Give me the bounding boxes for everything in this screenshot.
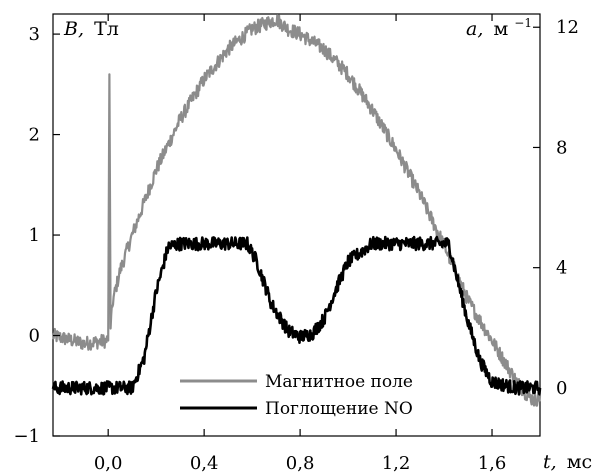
legend: Магнитное поле Поглощение NO (180, 372, 413, 419)
x-tick-label: 0,8 (286, 453, 315, 474)
x-tick-label: 1,6 (478, 453, 507, 474)
legend-label-no-absorption: Поглощение NO (265, 399, 413, 419)
y-left-axis-unit: Тл (94, 18, 119, 40)
x-axis-var: t, (543, 451, 557, 473)
series-layer (51, 14, 542, 407)
y-right-tick-label: 0 (556, 378, 567, 399)
y-left-tick-label: 1 (29, 225, 40, 246)
y-right-axis-title: a, м −1 (466, 16, 532, 40)
series-line-magnetic-field (51, 14, 542, 407)
y-right-tick-label: 8 (556, 137, 567, 158)
y-left-axis-var: B, (63, 18, 84, 40)
x-axis-title: t, мс (543, 451, 592, 473)
y-right-axis-unit: м (493, 18, 508, 40)
legend-label-magnetic-field: Магнитное поле (265, 372, 413, 392)
y-right-tick-label: 12 (556, 17, 579, 38)
y-right-tick-label: 4 (556, 258, 567, 279)
series-line-no-absorption (51, 235, 542, 396)
y-left-tick-label: 0 (29, 326, 40, 347)
x-tick-label: 0,4 (190, 453, 219, 474)
x-tick-label: 1,2 (382, 453, 411, 474)
y-left-tick-label: 3 (29, 24, 40, 45)
y-left-axis-title: B, Тл (63, 18, 119, 40)
x-axis-unit: мс (567, 451, 592, 473)
y-left-tick-label: −1 (13, 426, 40, 447)
y-right-axis-sup: −1 (514, 16, 532, 30)
y-right-axis-var: a, (466, 18, 483, 40)
x-tick-label: 0,0 (94, 453, 123, 474)
y-left-tick-label: 2 (29, 125, 40, 146)
plot-frame (52, 13, 541, 437)
